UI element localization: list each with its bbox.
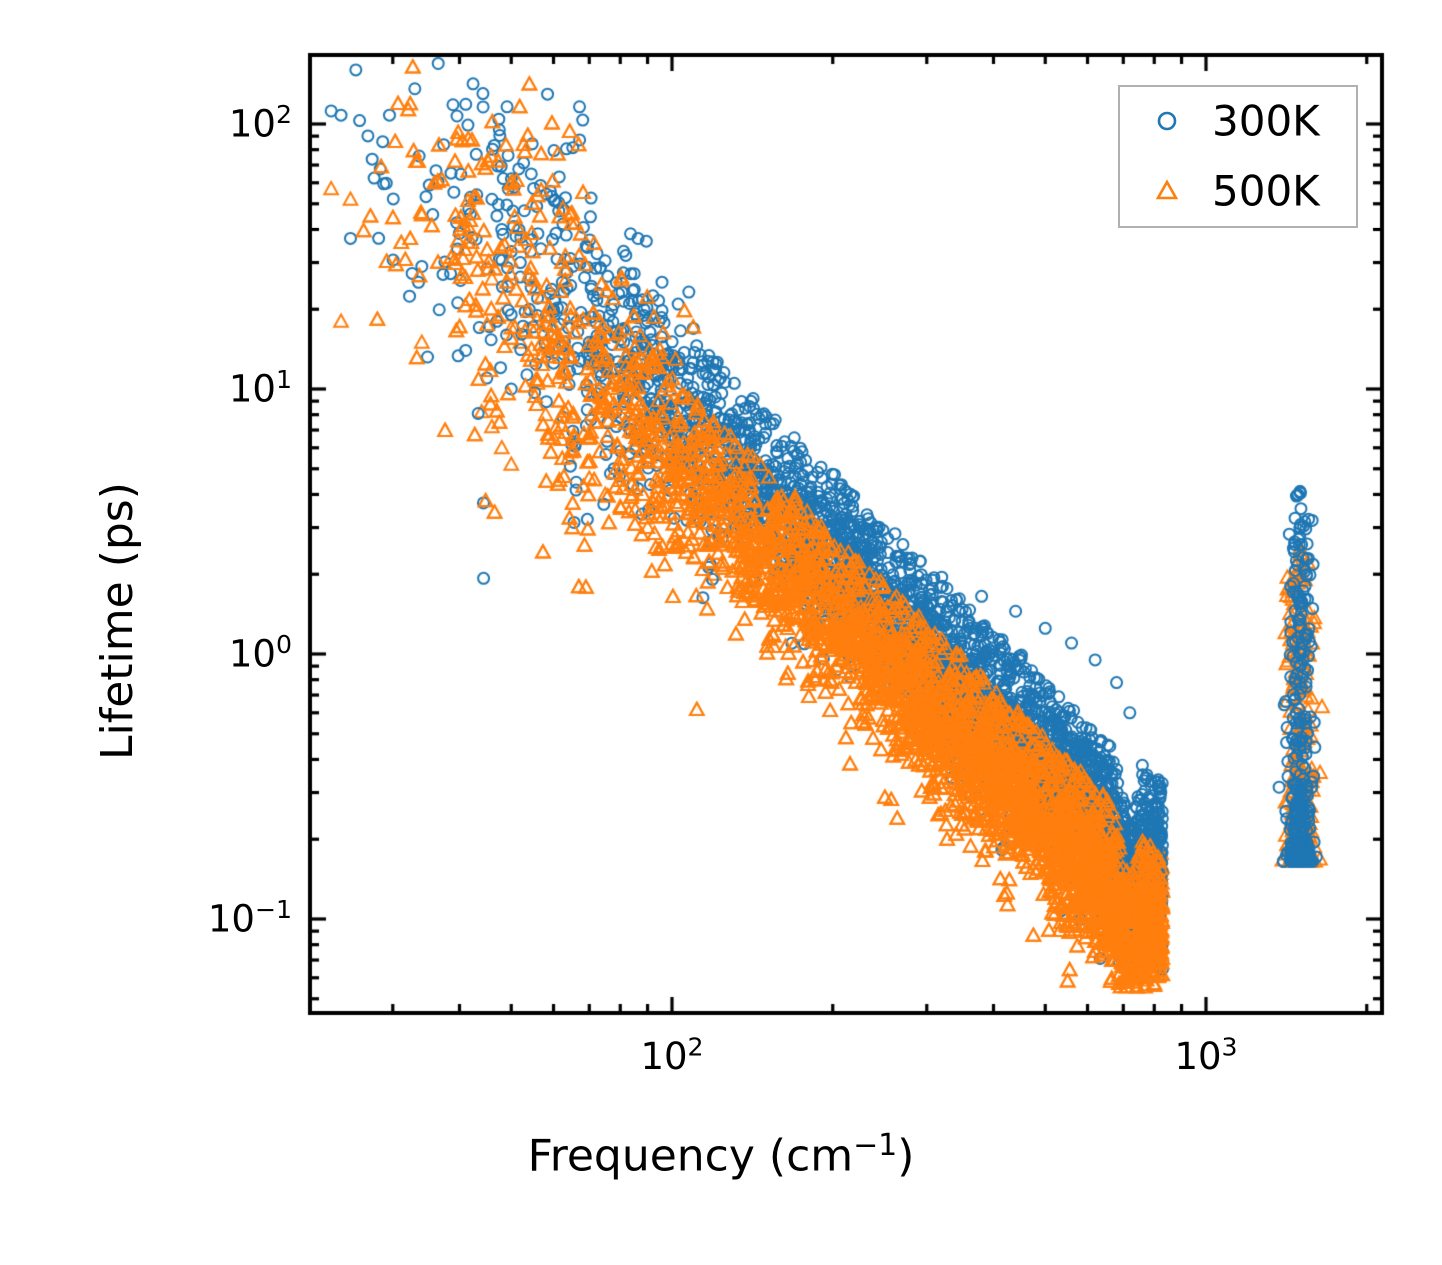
y-tick-label-1: 101 xyxy=(228,365,292,411)
x-axis-title: Frequency (cm−1) xyxy=(527,1128,915,1182)
y-axis-title: Lifetime (ps) xyxy=(92,482,143,760)
y-tick-label-3: 10−1 xyxy=(207,895,292,941)
legend-entry-500k[interactable]: 500K xyxy=(1120,163,1356,219)
legend-label-300k: 300K xyxy=(1212,96,1320,146)
chart-legend[interactable]: 300K 500K xyxy=(1118,85,1358,228)
legend-entry-300k[interactable]: 300K xyxy=(1120,93,1356,149)
x-tick-label-1: 103 xyxy=(1174,1032,1238,1078)
y-tick-label-2: 100 xyxy=(228,630,292,676)
triangle-marker-icon xyxy=(1155,179,1179,200)
legend-label-500k: 500K xyxy=(1212,166,1320,216)
y-tick-label-0: 102 xyxy=(228,100,292,146)
x-tick-label-0: 102 xyxy=(640,1032,704,1078)
circle-marker-icon xyxy=(1157,111,1177,131)
